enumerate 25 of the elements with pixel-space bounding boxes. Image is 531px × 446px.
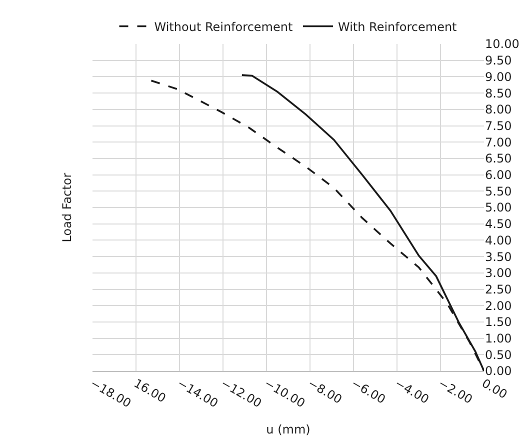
y-tick-label: 8.00 [485,102,512,117]
legend-label: With Reinforcement [338,20,458,34]
y-tick-label: 5.50 [485,184,512,198]
y-tick-label: 4.00 [485,233,512,248]
y-tick-label: 7.00 [485,135,512,150]
y-tick-label: 10.00 [485,37,520,52]
y-tick-label: 7.50 [485,118,512,133]
y-tick-label: 6.00 [485,168,512,182]
y-tick-label: 3.50 [485,250,512,264]
y-tick-label: 5.00 [485,200,512,215]
y-tick-label: 0.00 [485,364,512,378]
y-tick-label: 9.50 [485,54,512,68]
x-axis-title: u (mm) [266,422,310,436]
y-tick-label: 6.50 [485,152,512,166]
y-tick-label: 2.00 [485,298,512,313]
y-tick-label: 1.00 [485,332,512,346]
y-tick-label: 2.50 [485,282,512,296]
y-tick-label: 4.50 [485,217,512,232]
y-axis-title: Load Factor [60,172,74,242]
y-tick-label: 9.00 [485,70,512,84]
y-tick-label: 1.50 [485,315,512,330]
y-tick-label: 8.50 [485,86,512,100]
y-tick-label: 3.00 [485,266,512,280]
legend-label: Without Reinforcement [154,20,293,34]
y-tick-label: 0.50 [485,348,512,362]
